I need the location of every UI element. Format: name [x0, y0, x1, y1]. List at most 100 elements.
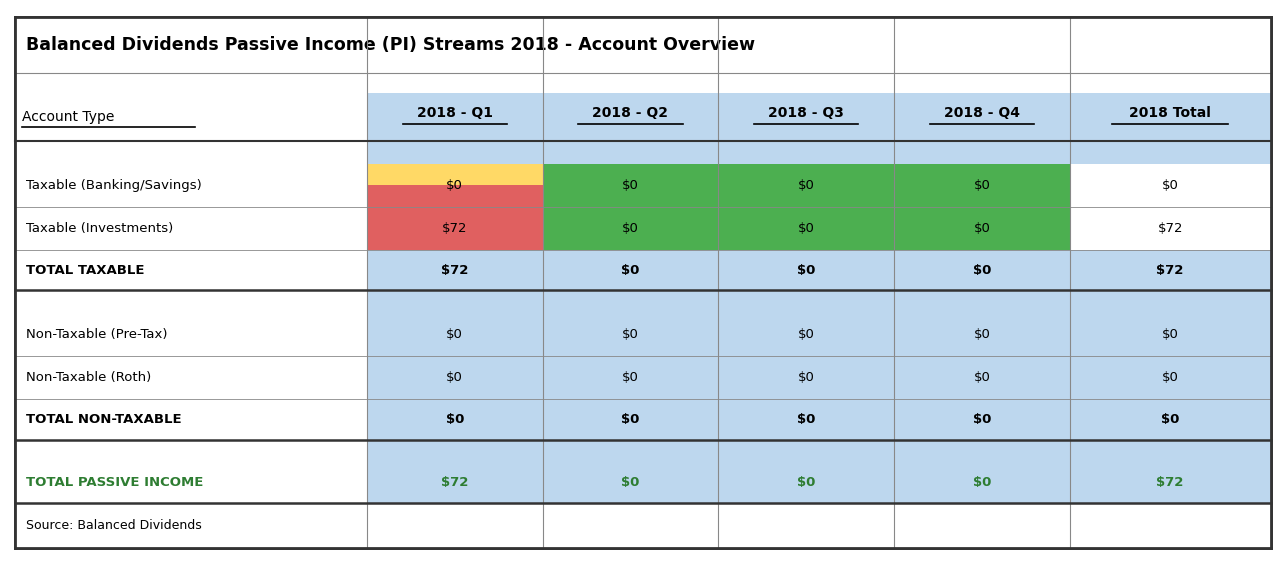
Bar: [543, 290, 719, 313]
Bar: [543, 141, 719, 164]
Bar: [15, 164, 367, 207]
Text: TOTAL PASSIVE INCOME: TOTAL PASSIVE INCOME: [26, 476, 203, 489]
Text: $0: $0: [1161, 413, 1179, 426]
Bar: [543, 440, 719, 462]
Text: $0: $0: [797, 222, 814, 235]
Bar: [1070, 462, 1271, 503]
Bar: [1070, 313, 1271, 356]
Text: $0: $0: [1161, 328, 1178, 341]
Bar: [719, 313, 894, 356]
Text: $72: $72: [441, 264, 468, 277]
Bar: [1070, 290, 1271, 313]
Text: $0: $0: [621, 413, 639, 426]
Bar: [1070, 93, 1271, 141]
Bar: [15, 141, 367, 164]
Bar: [15, 290, 367, 313]
Bar: [367, 313, 543, 356]
Bar: [1070, 399, 1271, 440]
Bar: [719, 440, 894, 462]
Bar: [367, 290, 543, 313]
Text: $0: $0: [974, 179, 990, 192]
Text: $0: $0: [446, 371, 463, 384]
Text: $0: $0: [446, 179, 463, 192]
Bar: [15, 313, 367, 356]
Bar: [367, 207, 543, 250]
Text: Non-Taxable (Roth): Non-Taxable (Roth): [26, 371, 150, 384]
Text: 2018 - Q1: 2018 - Q1: [417, 106, 493, 120]
Bar: [15, 17, 1271, 73]
Bar: [543, 207, 719, 250]
Bar: [367, 250, 543, 290]
Text: Taxable (Banking/Savings): Taxable (Banking/Savings): [26, 179, 202, 192]
Text: $0: $0: [974, 328, 990, 341]
Text: 2018 - Q2: 2018 - Q2: [593, 106, 669, 120]
Bar: [894, 440, 1070, 462]
Text: Account Type: Account Type: [22, 110, 114, 124]
Text: 2018 - Q3: 2018 - Q3: [768, 106, 844, 120]
Bar: [894, 356, 1070, 399]
Bar: [894, 462, 1070, 503]
Bar: [15, 462, 367, 503]
Bar: [1070, 164, 1271, 207]
Bar: [719, 356, 894, 399]
Bar: [367, 164, 543, 185]
Text: $0: $0: [622, 371, 639, 384]
Bar: [719, 250, 894, 290]
Bar: [543, 313, 719, 356]
Bar: [1070, 207, 1271, 250]
Text: Balanced Dividends Passive Income (PI) Streams 2018 - Account Overview: Balanced Dividends Passive Income (PI) S…: [26, 36, 755, 54]
Text: $0: $0: [1161, 371, 1178, 384]
Text: $72: $72: [1157, 222, 1183, 235]
Bar: [15, 356, 367, 399]
Text: $0: $0: [622, 328, 639, 341]
Bar: [15, 207, 367, 250]
Text: $0: $0: [974, 222, 990, 235]
Bar: [894, 207, 1070, 250]
Bar: [543, 356, 719, 399]
Text: $0: $0: [446, 328, 463, 341]
Text: $72: $72: [1156, 476, 1184, 489]
Text: $0: $0: [972, 264, 992, 277]
Text: $0: $0: [797, 476, 815, 489]
Bar: [719, 290, 894, 313]
Bar: [1070, 440, 1271, 462]
Bar: [15, 250, 367, 290]
Text: $0: $0: [621, 476, 639, 489]
Bar: [894, 93, 1070, 141]
Text: 2018 - Q4: 2018 - Q4: [944, 106, 1020, 120]
Bar: [1070, 250, 1271, 290]
Bar: [894, 164, 1070, 207]
Bar: [367, 141, 543, 164]
Text: $0: $0: [797, 328, 814, 341]
Bar: [15, 503, 1271, 548]
Bar: [894, 399, 1070, 440]
Text: $0: $0: [1161, 179, 1178, 192]
Bar: [367, 356, 543, 399]
Bar: [719, 93, 894, 141]
Bar: [894, 290, 1070, 313]
Bar: [543, 399, 719, 440]
Bar: [543, 164, 719, 207]
Text: $0: $0: [974, 371, 990, 384]
Bar: [894, 141, 1070, 164]
Bar: [543, 462, 719, 503]
Bar: [719, 399, 894, 440]
Bar: [367, 185, 543, 207]
Text: $0: $0: [972, 476, 992, 489]
Text: $0: $0: [797, 179, 814, 192]
Bar: [719, 141, 894, 164]
Text: $0: $0: [797, 413, 815, 426]
Bar: [367, 93, 543, 141]
Bar: [719, 207, 894, 250]
Text: Non-Taxable (Pre-Tax): Non-Taxable (Pre-Tax): [26, 328, 167, 341]
Text: Taxable (Investments): Taxable (Investments): [26, 222, 174, 235]
Text: $0: $0: [622, 222, 639, 235]
Bar: [894, 250, 1070, 290]
Bar: [367, 462, 543, 503]
Bar: [367, 440, 543, 462]
Bar: [719, 164, 894, 207]
Text: $0: $0: [797, 371, 814, 384]
Text: 2018 Total: 2018 Total: [1129, 106, 1211, 120]
Text: $72: $72: [442, 222, 468, 235]
FancyBboxPatch shape: [15, 17, 1271, 548]
